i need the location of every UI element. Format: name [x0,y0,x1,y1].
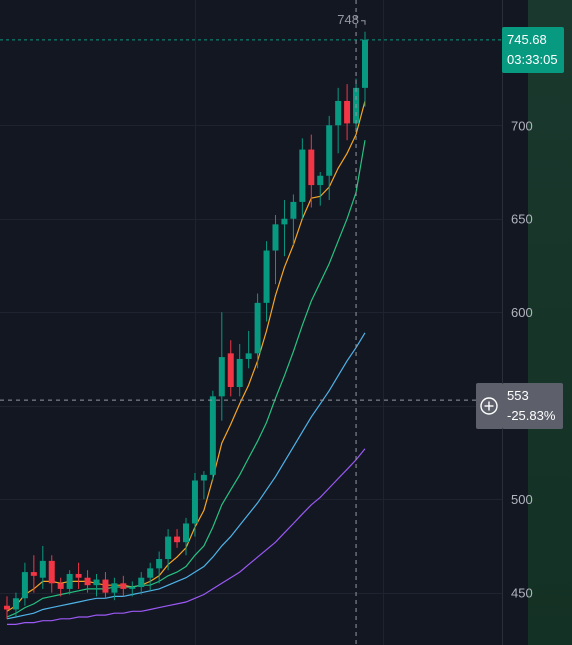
candle-body [326,125,333,176]
add-alert-button[interactable] [476,383,502,429]
crosshair-price-badge: 553 -25.83% [502,383,563,429]
y-tick-label: 700 [511,118,533,133]
y-tick-label: 500 [511,492,533,507]
y-axis-ticks: 450 500 600 650 700 [511,118,533,600]
candle-body [290,201,297,219]
plus-circle-icon [480,397,498,415]
y-tick-label: 650 [511,212,533,227]
y-tick-label: 450 [511,586,533,601]
candle-body [191,480,198,524]
high-price-marker [361,20,366,25]
candle-body [227,353,234,387]
candle-body [57,583,64,589]
guide-lines: 748 [0,0,502,645]
ma-line-2 [6,140,366,618]
candle-body [147,568,154,578]
candle-body [209,396,216,475]
high-price-label: 748 [337,12,359,27]
candle-body [48,560,55,584]
candles [4,31,368,619]
candle-body [84,577,91,586]
candle-body [299,149,306,202]
candle-body [165,536,172,559]
candle-body [102,579,109,593]
candle-body [281,218,288,225]
candle-body [200,474,207,481]
candle-body [39,560,46,578]
crosshair-change-percent: -25.83% [507,408,556,423]
candle-body [4,605,10,610]
candle-body [138,577,145,588]
candle-body [174,536,181,543]
candle-body [308,149,315,186]
candle-body [335,100,342,126]
candle-body [66,573,73,589]
candle-body [362,39,368,88]
candle-countdown: 03:33:05 [507,52,558,67]
candle-body [254,302,261,354]
candle-body [21,572,28,599]
candle-body [93,579,100,586]
crosshair-price-value: 553 [507,388,529,403]
candle-body [236,358,243,387]
candle-body [12,598,19,610]
candle-body [75,573,82,578]
candle-body [263,250,270,303]
current-price-value: 745.68 [507,32,547,47]
candle-body [30,572,37,576]
candle-body [129,587,136,589]
candle-body [183,523,189,543]
candle-body [317,175,324,186]
price-scale-highlight [528,0,572,645]
candle-body [344,100,351,124]
candle-body [156,559,163,569]
candle-body [245,353,252,359]
candle-body [272,224,279,251]
y-tick-label: 600 [511,305,533,320]
candle-body [120,583,127,589]
current-price-badge: 745.68 03:33:05 [502,27,564,73]
grid [0,0,502,645]
candle-body [218,357,225,397]
ma-line-3 [6,332,366,620]
ma-line-4 [7,448,366,626]
candle-body [111,583,118,593]
